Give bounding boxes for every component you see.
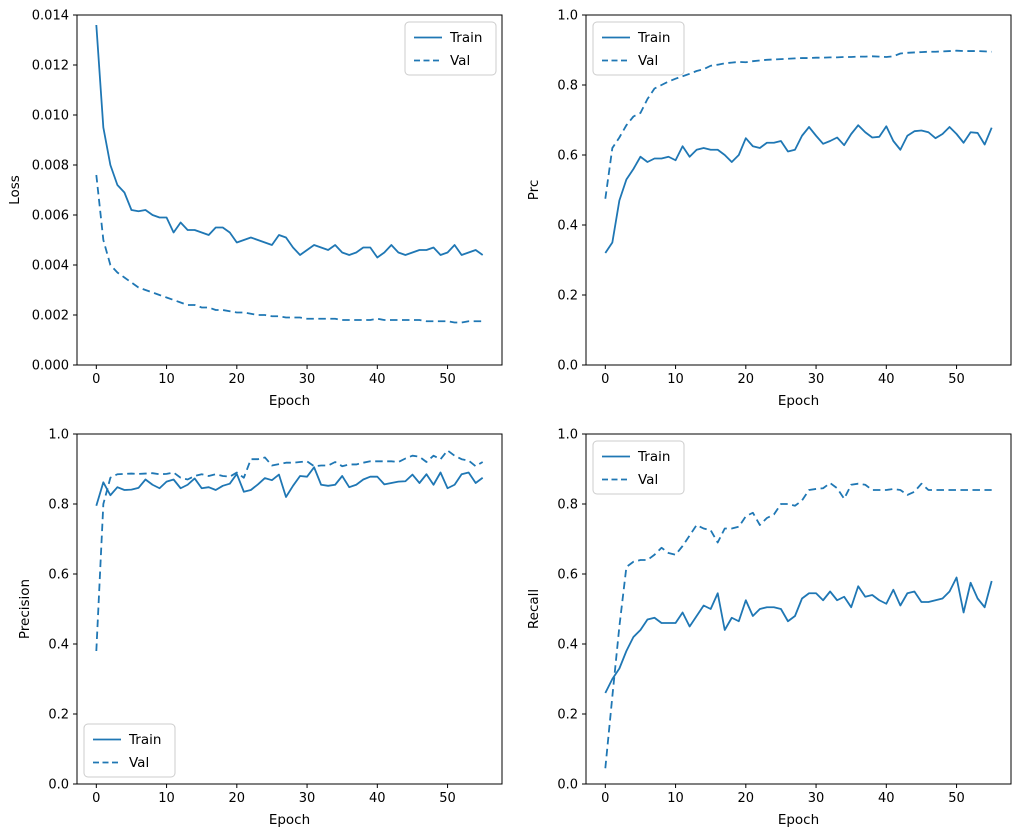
x-axis-label: Epoch bbox=[778, 393, 819, 409]
y-axis-label: Recall bbox=[526, 589, 542, 629]
plot-border bbox=[585, 433, 1012, 785]
legend-box bbox=[83, 723, 176, 778]
y-axis-tick-label: 0.6 bbox=[557, 149, 578, 164]
x-axis-label: Epoch bbox=[269, 393, 310, 409]
x-axis-tick-label: 30 bbox=[299, 372, 316, 387]
x-axis-tick-label: 20 bbox=[229, 791, 246, 806]
subplot-prc: 0 10 20 30 40 50 0.0 0.2 0.4 0.6 0.8 1.0 Epoch Prc Tra… bbox=[509, 0, 1018, 419]
legend-box bbox=[592, 21, 685, 76]
x-axis-tick-label: 20 bbox=[738, 372, 755, 387]
legend-train-label: Train bbox=[637, 449, 670, 465]
legend: Train Val bbox=[83, 723, 176, 778]
legend-val-label: Val bbox=[638, 472, 658, 488]
y-axis-tick-label: 1.0 bbox=[557, 428, 578, 443]
precision-chart-canvas: 0 10 20 30 40 50 0.0 0.2 0.4 0.6 0.8 1.0 Epoch Precis… bbox=[17, 428, 503, 828]
x-axis-tick-label: 50 bbox=[948, 372, 965, 387]
subplot-recall: 0 10 20 30 40 50 0.0 0.2 0.4 0.6 0.8 1.0 Epoch Recall… bbox=[509, 419, 1018, 838]
legend-train-label: Train bbox=[128, 732, 161, 748]
x-axis-tick-label: 40 bbox=[878, 372, 895, 387]
y-axis-tick-label: 0.006 bbox=[32, 209, 69, 224]
y-axis-tick-label: 0.2 bbox=[557, 289, 578, 304]
x-axis-tick-label: 30 bbox=[808, 791, 825, 806]
x-axis-tick-label: 10 bbox=[158, 372, 175, 387]
train-line bbox=[95, 466, 484, 507]
val-line bbox=[95, 174, 483, 324]
y-axis-tick-label: 0.8 bbox=[557, 79, 578, 94]
x-axis-tick-label: 50 bbox=[439, 791, 456, 806]
y-axis-label: Prc bbox=[526, 180, 542, 201]
y-axis-tick-label: 0.004 bbox=[32, 259, 69, 274]
recall-chart-canvas: 0 10 20 30 40 50 0.0 0.2 0.4 0.6 0.8 1.0 Epoch Recall… bbox=[526, 428, 1012, 828]
legend: Train Val bbox=[592, 21, 685, 76]
x-axis-tick-label: 10 bbox=[158, 791, 175, 806]
legend-box bbox=[592, 440, 685, 495]
x-axis-tick-label: 40 bbox=[369, 791, 386, 806]
x-axis-tick-label: 40 bbox=[878, 791, 895, 806]
train-line bbox=[95, 24, 484, 259]
y-axis-tick-label: 0.014 bbox=[32, 9, 69, 24]
legend-train-label: Train bbox=[449, 30, 482, 46]
x-axis-tick-label: 0 bbox=[601, 791, 609, 806]
x-axis-tick-label: 0 bbox=[92, 791, 100, 806]
val-line bbox=[95, 449, 484, 652]
y-axis-tick-label: 0.2 bbox=[48, 708, 69, 723]
plot-border bbox=[585, 14, 1012, 366]
legend: Train Val bbox=[592, 440, 685, 495]
y-axis-tick-label: 0.008 bbox=[32, 159, 69, 174]
y-axis-tick-label: 0.002 bbox=[32, 309, 69, 324]
x-axis-tick-label: 0 bbox=[601, 372, 609, 387]
x-axis-tick-label: 30 bbox=[299, 791, 316, 806]
y-axis-tick-label: 0.0 bbox=[557, 778, 578, 793]
plot-border bbox=[76, 14, 503, 366]
val-line bbox=[604, 482, 992, 769]
y-axis-tick-label: 0.6 bbox=[557, 568, 578, 583]
y-axis-tick-label: 0.012 bbox=[32, 59, 69, 74]
x-axis-tick-label: 40 bbox=[369, 372, 386, 387]
legend-box bbox=[404, 21, 497, 76]
y-axis-tick-label: 0.8 bbox=[557, 498, 578, 513]
y-axis-tick-label: 0.000 bbox=[32, 359, 69, 374]
legend-val-label: Val bbox=[450, 53, 470, 69]
y-axis-tick-label: 1.0 bbox=[557, 9, 578, 24]
x-axis-label: Epoch bbox=[778, 812, 819, 828]
y-axis-tick-label: 1.0 bbox=[48, 428, 69, 443]
legend: Train Val bbox=[404, 21, 497, 76]
y-axis-tick-label: 0.4 bbox=[557, 219, 578, 234]
x-axis-tick-label: 10 bbox=[667, 791, 684, 806]
prc-chart-canvas: 0 10 20 30 40 50 0.0 0.2 0.4 0.6 0.8 1.0 Epoch Prc Tra… bbox=[526, 9, 1012, 409]
train-line bbox=[604, 124, 993, 254]
y-axis-tick-label: 0.2 bbox=[557, 708, 578, 723]
x-axis-tick-label: 20 bbox=[738, 791, 755, 806]
x-axis-tick-label: 50 bbox=[948, 791, 965, 806]
y-axis-tick-label: 0.6 bbox=[48, 568, 69, 583]
y-axis-label: Precision bbox=[17, 579, 33, 639]
loss-chart-canvas: 0 10 20 30 40 50 0.000 0.002 0.004 0.006 0.008 0.01… bbox=[7, 9, 503, 409]
y-axis-tick-label: 0.4 bbox=[557, 638, 578, 653]
y-axis-tick-label: 0.010 bbox=[32, 109, 69, 124]
y-axis-tick-label: 0.0 bbox=[48, 778, 69, 793]
subplot-loss: 0 10 20 30 40 50 0.000 0.002 0.004 0.006 0.008 0.01… bbox=[0, 0, 509, 419]
legend-val-label: Val bbox=[638, 53, 658, 69]
x-axis-label: Epoch bbox=[269, 812, 310, 828]
x-axis-tick-label: 30 bbox=[808, 372, 825, 387]
y-axis-tick-label: 0.4 bbox=[48, 638, 69, 653]
x-axis-tick-label: 50 bbox=[439, 372, 456, 387]
x-axis-tick-label: 20 bbox=[229, 372, 246, 387]
subplot-precision: 0 10 20 30 40 50 0.0 0.2 0.4 0.6 0.8 1.0 Epoch Precis… bbox=[0, 419, 509, 838]
x-axis-tick-label: 0 bbox=[92, 372, 100, 387]
x-axis-tick-label: 10 bbox=[667, 372, 684, 387]
y-axis-tick-label: 0.0 bbox=[557, 359, 578, 374]
legend-train-label: Train bbox=[637, 30, 670, 46]
plot-border bbox=[76, 433, 503, 785]
train-line bbox=[604, 576, 993, 694]
legend-val-label: Val bbox=[129, 755, 149, 771]
y-axis-tick-label: 0.8 bbox=[48, 498, 69, 513]
y-axis-label: Loss bbox=[7, 175, 23, 205]
